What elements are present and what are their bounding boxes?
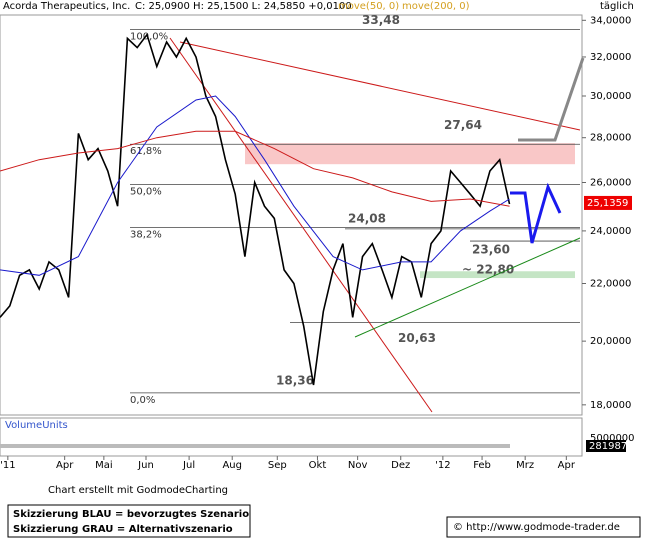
credit: Chart erstellt mit GodmodeCharting	[48, 485, 228, 496]
last-value-box	[584, 195, 632, 210]
ohlc: C: 25,0900 H: 25,1500 L: 24,5850 +0,0100	[135, 1, 352, 12]
plot-frame	[0, 14, 583, 416]
level-label: ~ 22,80	[462, 262, 514, 276]
x-tick-label: Okt	[309, 460, 327, 471]
trend-line	[179, 41, 581, 131]
scenario-blue	[510, 182, 562, 244]
resistance-zone	[245, 143, 575, 165]
y-tick-label: 32,0000	[590, 52, 631, 63]
x-tick-label: Mai	[95, 460, 113, 471]
volume-last: 281987	[589, 441, 627, 452]
x-tick-label: Jun	[137, 460, 154, 471]
x-tick-label: Dez	[391, 460, 410, 471]
source: © http://www.godmode-trader.de	[453, 522, 620, 533]
x-tick-label: Apr	[56, 460, 74, 471]
x-tick-label: Aug	[222, 460, 242, 471]
level-label: 24,08	[348, 211, 386, 225]
stock-title: Acorda Therapeutics, Inc.	[3, 1, 130, 12]
series-line	[0, 95, 510, 276]
x-tick-label: Jul	[182, 460, 195, 471]
legend-ma200: move(200, 0)	[402, 1, 470, 12]
fib-label: 61,8%	[130, 146, 162, 157]
fib-label: 100,0%	[130, 32, 168, 43]
last-value-label: 25,1359	[587, 198, 628, 209]
volume-bars	[0, 444, 510, 448]
series-line	[0, 32, 511, 386]
y-tick-label: 22,0000	[590, 279, 631, 290]
y-tick-label: 34,0000	[590, 15, 631, 26]
legend-ma50: move(50, 0)	[338, 1, 399, 12]
level-label: 20,63	[398, 331, 436, 345]
x-tick-label: Sep	[268, 460, 287, 471]
volume-tick: 5000000	[590, 433, 635, 444]
x-tick-label: '12	[435, 460, 450, 471]
x-tick-label: Apr	[558, 460, 576, 471]
legend-box	[7, 504, 251, 538]
fib-label: 0,0%	[130, 395, 155, 406]
y-tick-label: 28,0000	[590, 133, 631, 144]
level-label: 33,48	[362, 13, 400, 27]
level-label: 23,60	[472, 243, 510, 257]
fib-label: 50,0%	[130, 186, 162, 197]
y-tick-label: 24,0000	[590, 226, 631, 237]
interval: täglich	[600, 1, 634, 12]
level-label: 27,64	[444, 118, 482, 132]
y-tick-label: 18,0000	[590, 400, 631, 411]
level-label: 18,36	[276, 373, 314, 387]
y-tick-label: 26,0000	[590, 178, 631, 189]
x-tick-label: Feb	[473, 460, 491, 471]
legend-gray: Skizzierung GRAU = Alternativszenario	[13, 524, 233, 535]
source-box	[446, 516, 641, 538]
x-tick-label: '11	[0, 460, 15, 471]
series-line	[0, 130, 510, 207]
fib-label: 38,2%	[130, 229, 162, 240]
y-tick-label: 30,0000	[590, 91, 631, 102]
volume-label: VolumeUnits	[5, 420, 68, 431]
x-tick-label: Nov	[348, 460, 368, 471]
volume-last-box	[586, 440, 626, 452]
trend-line	[169, 37, 433, 413]
y-tick-label: 20,0000	[590, 336, 631, 347]
volume-frame	[0, 417, 583, 457]
x-tick-label: Mrz	[516, 460, 534, 471]
scenario-gray	[518, 57, 585, 142]
legend-blue: Skizzierung BLAU = bevorzugtes Szenario	[13, 509, 249, 520]
trend-line	[354, 237, 581, 338]
